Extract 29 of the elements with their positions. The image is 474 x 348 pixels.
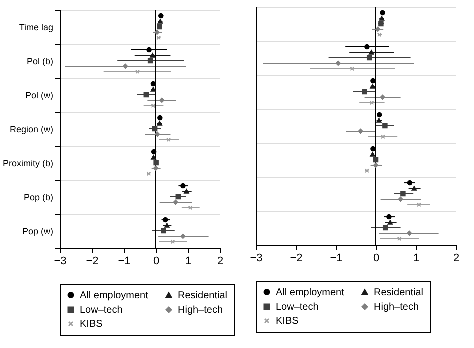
legend-label: Residential (374, 287, 424, 298)
x-tick-label: 2 (453, 252, 460, 264)
x-tick-label: −3 (250, 252, 263, 264)
x-tick-label: 0 (373, 252, 380, 264)
y-tick-label: Pop (b) (24, 192, 54, 202)
y-tick-label: Pol (w) (25, 90, 54, 100)
x-tick-label: −1 (330, 252, 343, 264)
x-tick-label: −2 (86, 256, 99, 268)
legend-label: Low–tech (276, 302, 319, 313)
x-tick-label: 2 (217, 256, 224, 268)
y-tick-label: Pop (w) (22, 226, 54, 236)
y-tick-label: Time lag (19, 22, 54, 32)
y-tick-label: Region (w) (10, 124, 54, 134)
x-tick-label: −3 (54, 256, 67, 268)
legend-label: All employment (80, 290, 149, 302)
legend-label: KIBS (80, 319, 104, 330)
y-tick-label: Proximity (b) (2, 158, 54, 168)
x-tick-label: −1 (118, 256, 131, 268)
legend-label: All employment (276, 287, 345, 298)
x-tick-label: 0 (153, 256, 160, 268)
x-tick-label: 1 (185, 256, 192, 268)
legend-label: High–tech (178, 305, 224, 316)
x-tick-label: 1 (413, 252, 420, 264)
x-tick-label: −2 (290, 252, 303, 264)
y-tick-label: Pol (b) (26, 56, 54, 66)
legend-label: High–tech (374, 302, 420, 313)
legend-label: KIBS (276, 316, 300, 327)
legend-label: Residential (178, 290, 228, 302)
legend-label: Low–tech (80, 305, 123, 316)
